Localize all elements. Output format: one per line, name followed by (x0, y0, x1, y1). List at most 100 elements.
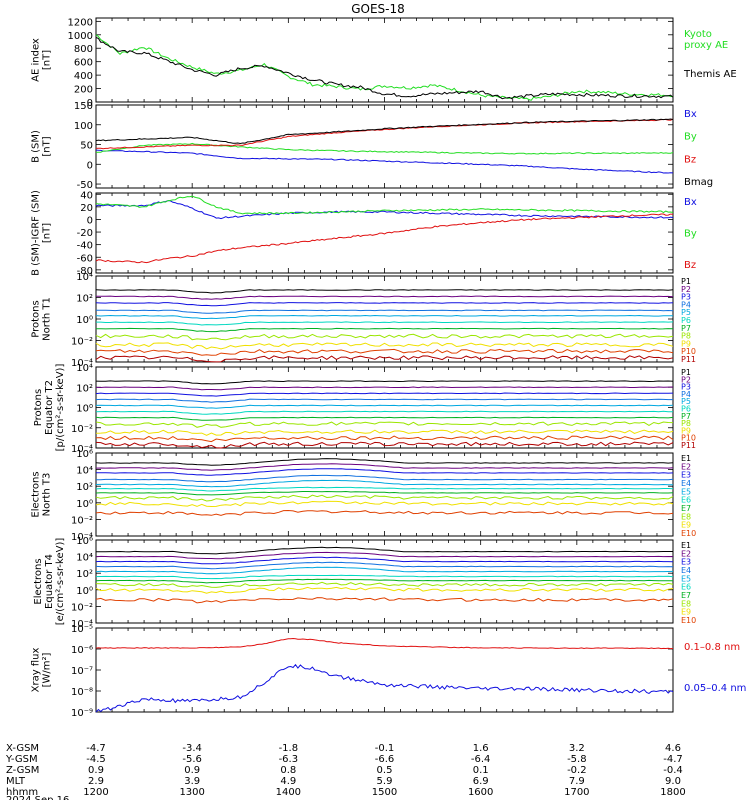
y-tick-label: 10⁰ (76, 499, 93, 510)
channel-label: E3 (681, 558, 691, 567)
y-axis-label: [nT] (42, 136, 53, 156)
panel-et4: 10⁻⁴ 10⁻² 10⁰ 10² 10⁴ 10⁶ Electrons Equator T4[… (33, 536, 696, 630)
channel-label: E6 (681, 496, 691, 505)
channel-label: E5 (681, 487, 691, 496)
footer-value-x: -3.4 (182, 743, 202, 754)
y-tick-label: 10⁴ (76, 466, 93, 477)
channel-line (95, 586, 674, 594)
panel-ae: 0 200 400 600 800 1000 1200 AE index [nT] Kyotopr… (31, 17, 737, 109)
y-tick-label: 10⁻⁴ (71, 444, 93, 455)
panel-pt2: 10⁻⁴ 10⁻² 10⁰ 10² 10⁴ Protons Equator T2 [p/(cm… (33, 363, 696, 455)
y-tick-label: 800 (74, 44, 93, 55)
y-tick-label: 200 (74, 85, 93, 96)
y-axis-label: [W/m²] (42, 652, 53, 687)
channel-line (95, 392, 674, 397)
channel-line (95, 490, 674, 496)
channel-label: E5 (681, 574, 691, 583)
footer-value-y: -6.3 (279, 754, 299, 765)
y-tick-label: 0 (87, 160, 93, 171)
y-tick-label: 10⁻⁵ (71, 624, 93, 635)
footer-value-mlt: 7.9 (569, 776, 585, 787)
footer-row-label: Z-GSM (6, 765, 39, 776)
panel-xray: 10⁻⁹ 10⁻⁸ 10⁻⁷ 10⁻⁶ 10⁻⁵ Xray flux [W/m²] 0.1–0… (31, 624, 747, 719)
legend-label: Bz (684, 260, 696, 271)
series-line (95, 200, 674, 220)
footer-value-z: -0.2 (567, 765, 587, 776)
channel-label: E7 (681, 504, 691, 513)
panel-frame (95, 104, 674, 189)
channel-line (95, 474, 674, 483)
channel-line (95, 463, 674, 471)
channel-line (95, 289, 674, 294)
y-tick-label: 40 (80, 190, 93, 201)
footer-value-hhmm: 1300 (179, 787, 204, 798)
y-tick-label: 10⁴ (76, 553, 93, 564)
channel-label: P5 (681, 397, 691, 406)
channel-line (95, 509, 674, 516)
channel-label: P11 (681, 355, 696, 364)
footer-value-mlt: 4.9 (280, 776, 296, 787)
y-tick-label: 400 (74, 71, 93, 82)
series-line (95, 142, 674, 155)
legend-label: Themis AE (683, 69, 737, 80)
channel-label: E2 (681, 549, 691, 558)
y-tick-label: 10² (76, 383, 93, 394)
channel-label: P11 (681, 441, 696, 450)
channel-line (95, 416, 674, 421)
y-tick-label: 10⁻² (71, 602, 93, 613)
channel-label: E1 (681, 541, 691, 550)
channel-label: E8 (681, 512, 691, 521)
series-line (95, 149, 674, 174)
channel-label: P3 (681, 293, 691, 302)
channel-line (95, 404, 674, 409)
series-line (95, 34, 674, 101)
y-axis-label: Equator T2 (44, 380, 55, 435)
legend-label: By (684, 229, 697, 240)
footer-value-y: -6.4 (471, 754, 491, 765)
footer-value-z: 0.8 (280, 765, 296, 776)
channel-label: P6 (681, 405, 691, 414)
legend-label: Kyoto (684, 29, 712, 40)
footer-value-mlt: 9.0 (665, 776, 681, 787)
channel-label: P1 (681, 368, 691, 377)
channel-label: P7 (681, 324, 691, 333)
y-tick-label: 10² (76, 569, 93, 580)
legend-label: Bx (684, 197, 697, 208)
y-axis-label: B (SM)-IGRF (SM) (31, 190, 42, 276)
channel-line (95, 333, 674, 341)
channel-line (95, 500, 674, 508)
y-tick-label: 10⁻⁴ (71, 532, 93, 543)
legend-label: By (684, 132, 697, 143)
channel-line (96, 295, 674, 300)
footer-value-y: -6.6 (375, 754, 395, 765)
y-axis-label: Xray flux (31, 648, 42, 693)
channel-label: P2 (681, 285, 691, 294)
footer-value-x: -4.7 (86, 743, 106, 754)
channel-line (95, 597, 674, 604)
footer-value-mlt: 6.9 (473, 776, 489, 787)
y-tick-label: 10⁻² (71, 424, 93, 435)
channel-line (95, 348, 674, 356)
channel-line (95, 410, 674, 415)
y-tick-label: -20 (77, 228, 93, 239)
channel-line (95, 398, 673, 403)
y-axis-label: Protons (31, 300, 42, 337)
panel-b: -50 0 50 100 150 B (SM) [nT] Bx By Bz Bmag (31, 101, 714, 191)
channel-line (95, 566, 674, 575)
footer-value-hhmm: 1500 (372, 787, 397, 798)
footer-value-y: -5.6 (182, 754, 202, 765)
y-tick-label: 10⁻⁹ (71, 708, 93, 719)
y-tick-label: 600 (74, 58, 93, 69)
y-tick-label: 10⁶ (76, 449, 93, 460)
footer-value-z: 0.9 (184, 765, 200, 776)
panel-pt1: 10⁻⁴ 10⁻² 10⁰ 10² 10⁴ Protons North T1 P1P2P3P4… (31, 272, 697, 369)
y-tick-label: 10² (76, 482, 93, 493)
footer-value-x: 4.6 (665, 743, 681, 754)
series-line (95, 213, 674, 264)
channel-label: P9 (681, 339, 691, 348)
y-tick-label: 10⁴ (76, 272, 93, 283)
channel-line (95, 561, 674, 570)
footer-value-z: 0.1 (473, 765, 489, 776)
